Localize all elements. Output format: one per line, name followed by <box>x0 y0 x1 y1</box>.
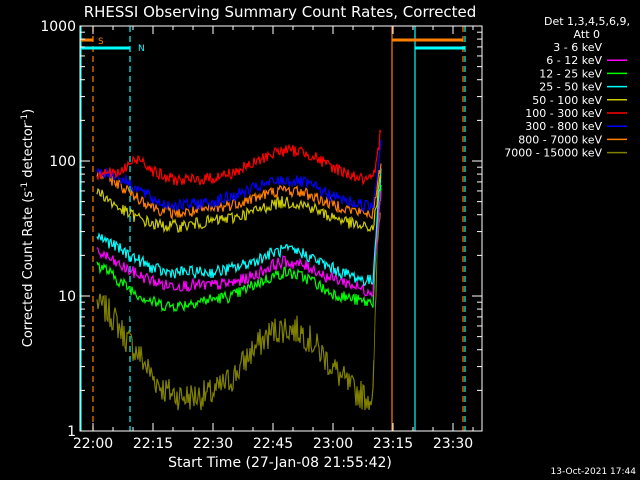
legend-label: 50 - 100 keV <box>532 94 602 107</box>
series-line-2 <box>96 191 382 299</box>
x-tick-label: 23:00 <box>313 436 353 452</box>
series-line-7 <box>96 140 382 214</box>
y-tick-label: 1000 <box>40 19 76 35</box>
y-tick-label: 1 <box>67 424 76 440</box>
x-tick-label: 22:15 <box>133 436 173 452</box>
legend-header-att: Att 0 <box>574 28 600 41</box>
legend-label: 12 - 25 keV <box>539 67 602 80</box>
y-tick-label: 100 <box>49 154 76 170</box>
y-axis-label: Corrected Count Rate (s-1 detector-1) <box>20 109 36 347</box>
plot-frame <box>79 25 483 432</box>
y-axis-label-sup1: -1 <box>20 182 30 191</box>
legend-label: 300 - 800 keV <box>525 120 602 133</box>
legend-label: 7000 - 15000 keV <box>504 147 602 160</box>
footer-timestamp: 13-Oct-2021 17:44 <box>551 467 637 477</box>
marker-s: S <box>98 37 104 47</box>
legend-label: 25 - 50 keV <box>539 81 602 94</box>
legend-label: 3 - 6 keV <box>553 41 602 54</box>
x-tick-label: 23:30 <box>433 436 473 452</box>
legend-label: 800 - 7000 keV <box>518 133 602 146</box>
y-axis-label-end: ) <box>21 109 36 114</box>
y-tick-label: 10 <box>58 289 76 305</box>
x-axis-label: Start Time (27-Jan-08 21:55:42) <box>168 455 392 471</box>
series-line-3 <box>96 184 382 313</box>
series-line-4 <box>96 168 382 287</box>
y-axis-label-mid: detector <box>21 122 36 182</box>
legend-label: 100 - 300 keV <box>525 107 602 120</box>
series-line-6 <box>96 129 382 186</box>
marker-n: N <box>138 44 145 54</box>
x-tick-label: 23:15 <box>373 436 413 452</box>
series-line-5 <box>96 174 382 234</box>
x-tick-label: 22:30 <box>193 436 233 452</box>
plot-area: SN <box>80 26 466 431</box>
legend-header: Det 1,3,4,5,6,9, <box>544 15 630 28</box>
series-line-8 <box>96 163 382 220</box>
x-tick-label: 22:45 <box>253 436 293 452</box>
chart-title: RHESSI Observing Summary Count Rates, Co… <box>84 3 477 21</box>
x-tick-label: 22:00 <box>73 436 113 452</box>
y-axis-label-sup2: -1 <box>20 114 30 123</box>
y-axis-label-main: Corrected Count Rate (s <box>21 191 36 348</box>
axes: 22:00 22:15 22:30 22:45 23:00 23:15 23:30 1 10 10… <box>40 19 483 452</box>
legend-label: 6 - 12 keV <box>546 54 602 67</box>
series-line-9 <box>96 188 382 411</box>
series-line-1 <box>96 198 382 371</box>
